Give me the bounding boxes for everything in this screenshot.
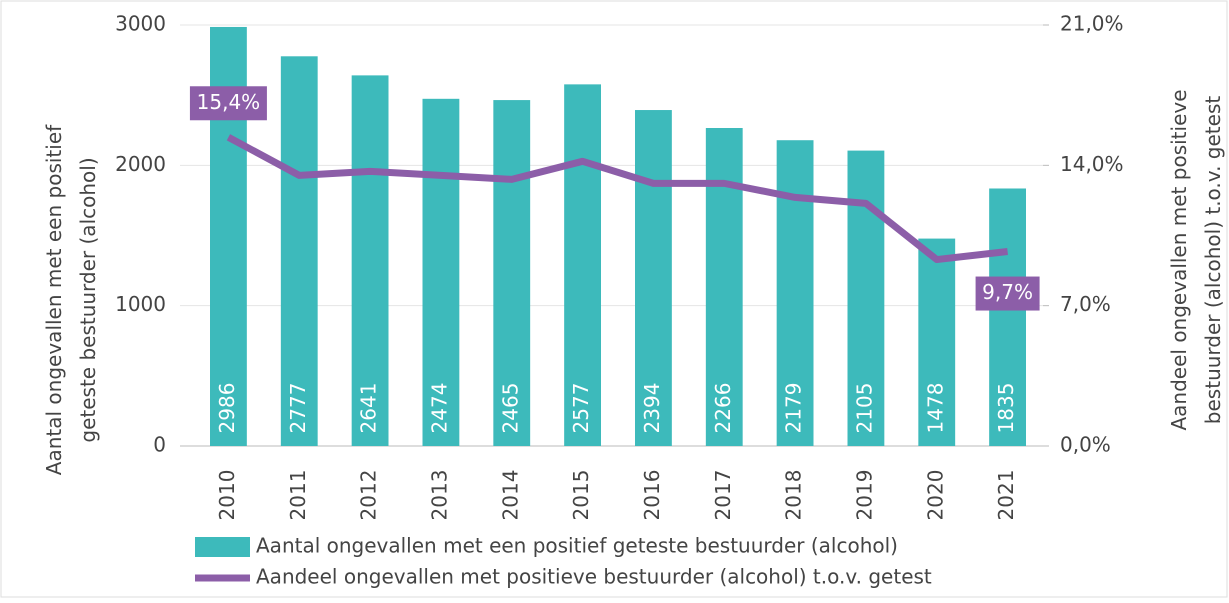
frame bbox=[1, 1, 1227, 597]
y-axis-title-line: geteste bestuurder (alcohol) bbox=[76, 157, 100, 442]
bar-value-label: 2577 bbox=[569, 383, 593, 434]
x-tick-label: 2017 bbox=[711, 470, 735, 521]
y-tick-label: 2000 bbox=[115, 152, 166, 176]
legend-label: Aantal ongevallen met een positief getes… bbox=[256, 534, 898, 558]
bar-value-label: 1478 bbox=[923, 383, 947, 434]
x-tick-label: 2021 bbox=[994, 470, 1018, 521]
y-tick-label: 0 bbox=[153, 433, 166, 457]
legend-swatch bbox=[195, 537, 250, 557]
x-tick-label: 2015 bbox=[569, 470, 593, 521]
x-tick-label: 2012 bbox=[357, 470, 381, 521]
bar-value-label: 2641 bbox=[357, 383, 381, 434]
bar-value-label: 2179 bbox=[782, 383, 806, 434]
bar-value-label: 2986 bbox=[215, 383, 239, 434]
legend-label: Aandeel ongevallen met positieve bestuur… bbox=[256, 565, 932, 589]
bar-value-label: 2394 bbox=[640, 383, 664, 434]
x-tick-label: 2016 bbox=[640, 470, 664, 521]
bar-value-label: 2474 bbox=[427, 383, 451, 434]
x-tick-label: 2018 bbox=[782, 470, 806, 521]
x-tick-label: 2019 bbox=[852, 470, 876, 521]
bar-value-label: 2777 bbox=[286, 383, 310, 434]
chart: 0 1000 2000 3000 0,0% 7,0% 14,0% 21,0% Aantal on… bbox=[0, 0, 1229, 599]
bar-value-label: 2465 bbox=[498, 383, 522, 434]
y-axis-title-line: Aantal ongevallen met een positief bbox=[42, 124, 66, 475]
y-tick-label: 1000 bbox=[115, 292, 166, 316]
bar-value-label: 2266 bbox=[711, 383, 735, 434]
x-tick-label: 2014 bbox=[498, 470, 522, 521]
line-value-label: 15,4% bbox=[197, 90, 261, 114]
y2-tick-label: 14,0% bbox=[1060, 152, 1124, 176]
y2-tick-label: 0,0% bbox=[1060, 433, 1111, 457]
y2-axis-title-line: bestuurder (alcohol) t.o.v. getest bbox=[1201, 96, 1225, 425]
line-value-label: 9,7% bbox=[982, 280, 1033, 304]
x-tick-label: 2011 bbox=[286, 470, 310, 521]
y2-axis-title-line: Aandeel ongevallen met positieve bbox=[1167, 89, 1191, 430]
bar-value-label: 2105 bbox=[852, 383, 876, 434]
y2-tick-label: 7,0% bbox=[1060, 292, 1111, 316]
y-tick-label: 3000 bbox=[115, 12, 166, 36]
x-tick-label: 2013 bbox=[427, 470, 451, 521]
x-tick-label: 2020 bbox=[923, 470, 947, 521]
y2-tick-label: 21,0% bbox=[1060, 12, 1124, 36]
x-tick-label: 2010 bbox=[215, 470, 239, 521]
bar-value-label: 1835 bbox=[994, 383, 1018, 434]
